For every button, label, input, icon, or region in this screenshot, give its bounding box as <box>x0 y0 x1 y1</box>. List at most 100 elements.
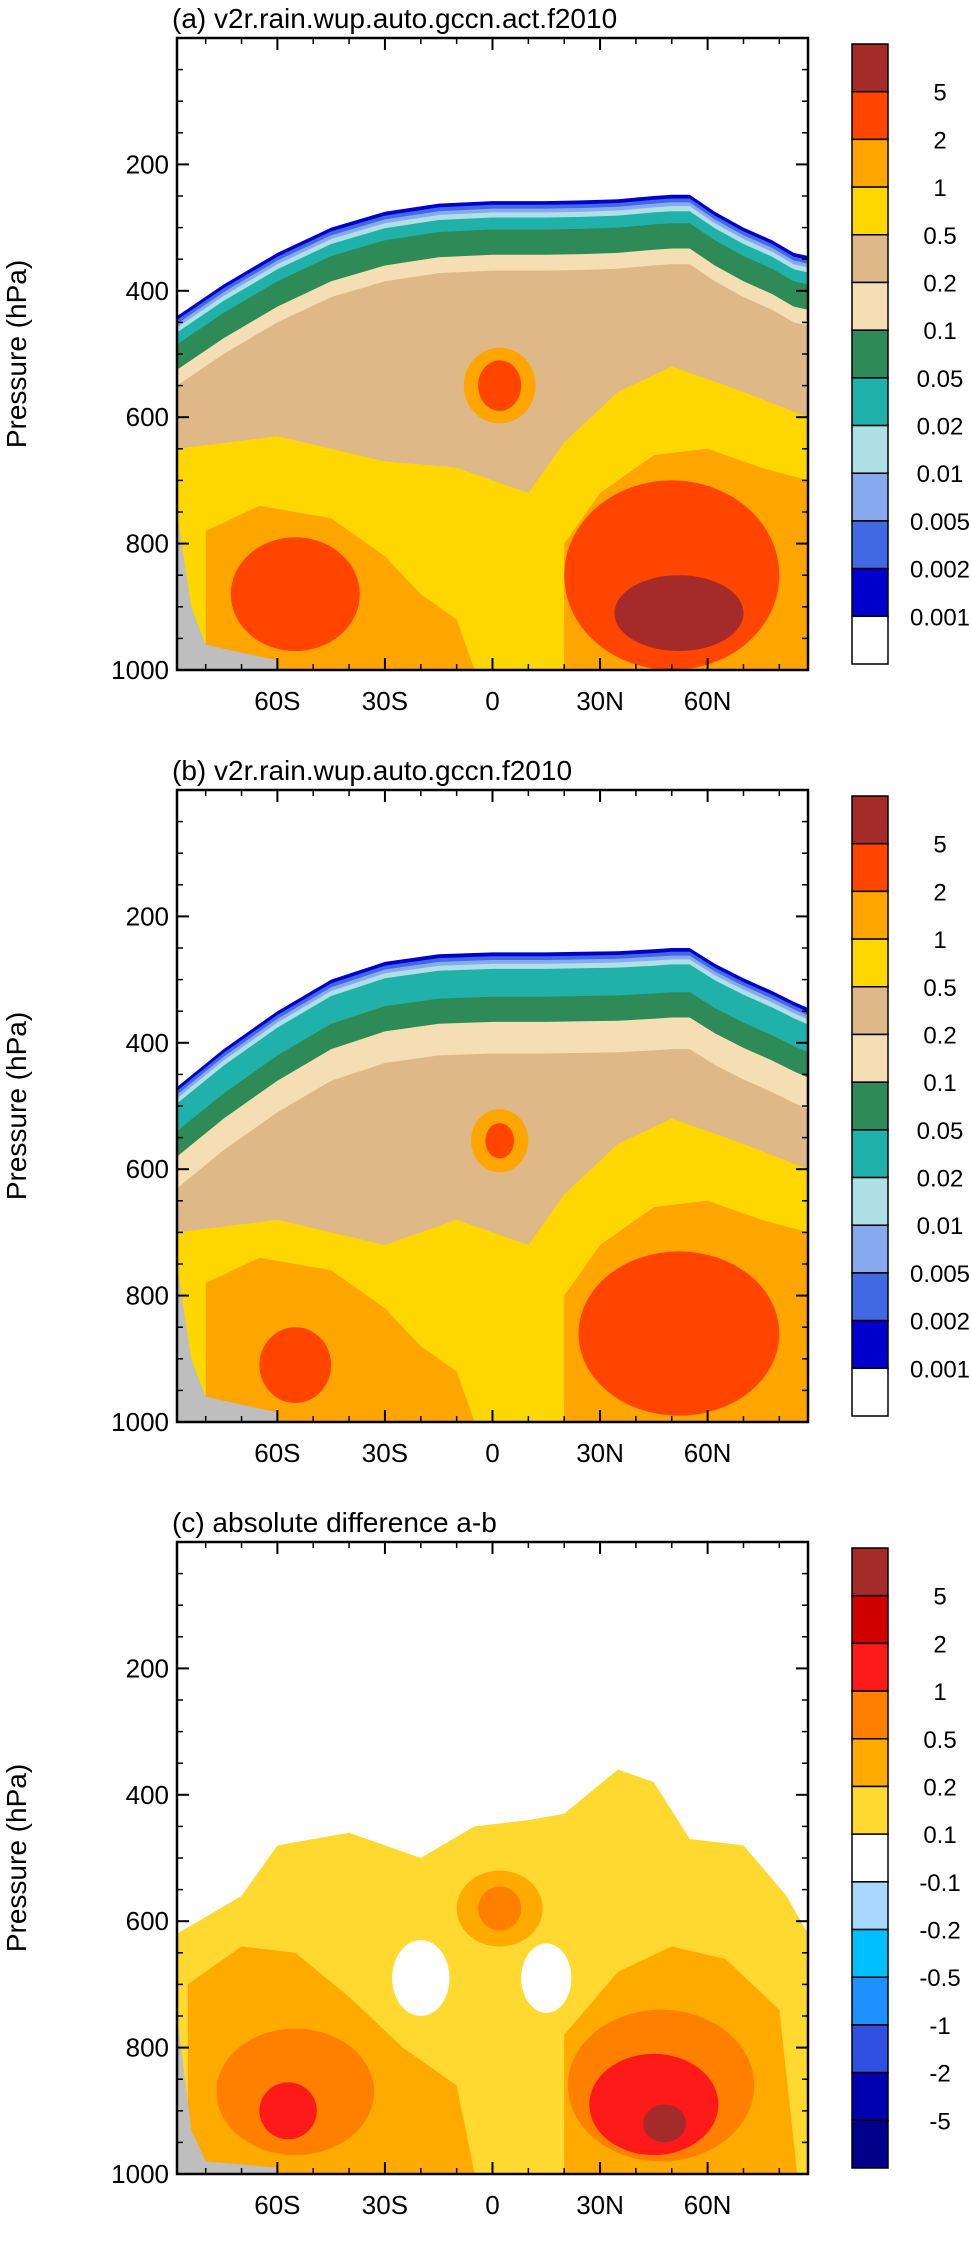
colorbar-swatch <box>851 472 889 522</box>
colorbar-swatch <box>851 1081 889 1131</box>
diff-5-north <box>643 2104 687 2143</box>
colorbar-label: -5 <box>929 2108 950 2135</box>
colorbar-swatch <box>851 1367 889 1417</box>
y-tick-label: 200 <box>126 1653 169 1683</box>
colorbar-label: 0.005 <box>910 509 970 536</box>
colorbar-swatch <box>851 377 889 427</box>
colorbar-label: 0.02 <box>917 414 964 441</box>
topography <box>177 2016 278 2174</box>
x-tick-label: 60N <box>684 686 732 716</box>
colorbar-label: 0.002 <box>910 557 970 584</box>
colorbar-swatch <box>851 1547 889 1597</box>
y-tick-label: 800 <box>126 529 169 559</box>
contour-field <box>177 194 808 670</box>
colorbar-swatch <box>851 938 889 988</box>
colorbar-swatch <box>851 1224 889 1274</box>
y-tick-label: 800 <box>126 2033 169 2063</box>
colorbar-label: 0.005 <box>910 1261 970 1288</box>
colorbar-label: 2 <box>933 127 946 154</box>
colorbar-label: 5 <box>933 80 946 107</box>
colorbar-swatch <box>851 520 889 570</box>
x-tick-label: 30S <box>362 686 408 716</box>
colorbar-label: 0.05 <box>917 366 964 393</box>
panel-title: (a) v2r.rain.wup.auto.gccn.act.f2010 <box>172 3 617 34</box>
colorbar-swatch <box>851 1033 889 1083</box>
colorbar-swatch <box>851 424 889 474</box>
y-tick-label: 200 <box>126 149 169 179</box>
colorbar-label: 2 <box>933 879 946 906</box>
colorbar-swatch <box>851 795 889 845</box>
y-tick-label: 1000 <box>111 1407 169 1437</box>
colorbar-swatch <box>851 615 889 665</box>
y-tick-label: 800 <box>126 1281 169 1311</box>
y-tick-label: 1000 <box>111 2159 169 2189</box>
x-tick-label: 30N <box>576 2190 624 2220</box>
y-tick-label: 400 <box>126 276 169 306</box>
colorbar-swatch <box>851 1272 889 1322</box>
colorbar-label: 0.01 <box>917 1213 964 1240</box>
colorbar-swatch <box>851 1642 889 1692</box>
y-tick-label: 600 <box>126 1154 169 1184</box>
colorbar-label: 0.05 <box>917 1118 964 1145</box>
colorbar-label: 5 <box>933 832 946 859</box>
colorbar-swatch <box>851 986 889 1036</box>
colorbar-label: 2 <box>933 1631 946 1658</box>
x-tick-label: 30S <box>362 2190 408 2220</box>
x-tick-label: 60N <box>684 1438 732 1468</box>
colorbar-label: -1 <box>929 2013 950 2040</box>
colorbar-label: 0.5 <box>923 1727 956 1754</box>
colorbar-swatch <box>851 1319 889 1370</box>
core-tropics <box>485 1123 515 1159</box>
colorbar-swatch <box>851 890 889 940</box>
x-tick-label: 60S <box>254 686 300 716</box>
core-2-south <box>230 537 360 652</box>
colorbar-swatch <box>851 1129 889 1179</box>
colorbar-swatch <box>851 329 889 379</box>
colorbar-label: 0.001 <box>910 1356 970 1383</box>
colorbar-label: 0.02 <box>917 1166 964 1193</box>
colorbar-label: 0.1 <box>923 1822 956 1849</box>
y-axis-label: Pressure (hPa) <box>1 1764 32 1952</box>
colorbar-label: -2 <box>929 2061 950 2088</box>
panel-title: (c) absolute difference a-b <box>172 1507 497 1538</box>
colorbar-label: -0.5 <box>919 1965 960 1992</box>
colorbar-label: 0.002 <box>910 1309 970 1336</box>
topography <box>177 1264 278 1422</box>
core-2-north <box>578 1251 780 1416</box>
x-tick-label: 30N <box>576 686 624 716</box>
colorbar-label: 1 <box>933 927 946 954</box>
colorbar-label: 0.5 <box>923 223 956 250</box>
y-tick-label: 600 <box>126 402 169 432</box>
x-tick-label: 0 <box>485 686 499 716</box>
colorbar-label: -0.2 <box>919 1918 960 1945</box>
colorbar-swatch <box>851 2071 889 2122</box>
colorbar-swatch <box>851 43 889 93</box>
panel-title: (b) v2r.rain.wup.auto.gccn.f2010 <box>172 755 572 786</box>
y-tick-label: 600 <box>126 1906 169 1936</box>
colorbar-label: 0.001 <box>910 604 970 631</box>
colorbar-label: 0.1 <box>923 1070 956 1097</box>
colorbar-swatch <box>851 234 889 284</box>
colorbar-swatch <box>851 1738 889 1788</box>
y-tick-label: 400 <box>126 1780 169 1810</box>
colorbar-label: -0.1 <box>919 1870 960 1897</box>
topography <box>177 512 278 670</box>
colorbar-label: 0.5 <box>923 975 956 1002</box>
colorbar-swatch <box>851 1785 889 1835</box>
colorbar-swatch <box>851 1176 889 1226</box>
x-tick-label: 30N <box>576 1438 624 1468</box>
white-gap-2 <box>521 1943 572 2013</box>
white-gap-1 <box>392 1940 450 2016</box>
panel-c: 200 400 600 800 1000 60S 30S 0 30N 60N (c) absolut… <box>1 1507 961 2220</box>
panel-a: 200 400 600 800 1000 60S 30S 0 30N 60N (a) v2r.rai… <box>1 3 970 716</box>
colorbar-label: 5 <box>933 1584 946 1611</box>
core-2-south <box>259 1327 332 1404</box>
x-tick-label: 60S <box>254 2190 300 2220</box>
y-tick-label: 1000 <box>111 655 169 685</box>
colorbar-swatch <box>851 1928 889 1978</box>
x-tick-label: 60S <box>254 1438 300 1468</box>
panel-b: 200 400 600 800 1000 60S 30S 0 30N 60N (b) v2r.rai… <box>1 755 970 1468</box>
colorbar-swatch <box>851 2119 889 2169</box>
